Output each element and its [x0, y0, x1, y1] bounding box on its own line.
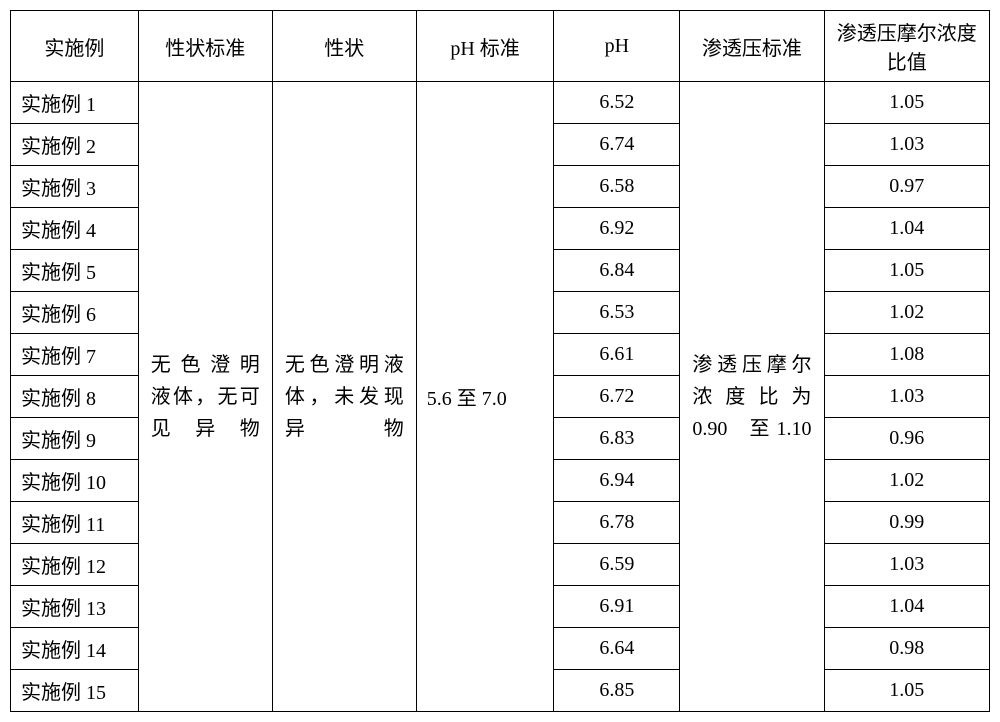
cell-name: 实施例 2 [11, 124, 139, 166]
cell-ph: 6.53 [554, 292, 680, 334]
header-appearance: 性状 [272, 11, 416, 82]
cell-ratio: 1.03 [824, 376, 990, 418]
cell-ph: 6.58 [554, 166, 680, 208]
cell-ph: 6.85 [554, 670, 680, 712]
header-example: 实施例 [11, 11, 139, 82]
table-body: 实施例 1 无色澄明 液体，无可见异物 无色澄明液体，未发现异物 5.6 至 7… [11, 82, 990, 712]
cell-ratio: 1.04 [824, 586, 990, 628]
cell-name: 实施例 7 [11, 334, 139, 376]
header-osmo-ratio: 渗透压摩尔浓度比值 [824, 11, 990, 82]
cell-ratio: 1.05 [824, 670, 990, 712]
cell-ph: 6.78 [554, 502, 680, 544]
header-ph: pH [554, 11, 680, 82]
cell-name: 实施例 4 [11, 208, 139, 250]
cell-name: 实施例 10 [11, 460, 139, 502]
cell-name: 实施例 8 [11, 376, 139, 418]
table-row: 实施例 1 无色澄明 液体，无可见异物 无色澄明液体，未发现异物 5.6 至 7… [11, 82, 990, 124]
header-osmo-std: 渗透压标准 [680, 11, 824, 82]
cell-ratio: 1.02 [824, 460, 990, 502]
cell-ratio: 1.04 [824, 208, 990, 250]
cell-ph: 6.83 [554, 418, 680, 460]
data-table: 实施例 性状标准 性状 pH 标准 pH 渗透压标准 渗透压摩尔浓度比值 实施例… [10, 10, 990, 712]
cell-name: 实施例 6 [11, 292, 139, 334]
cell-name: 实施例 13 [11, 586, 139, 628]
cell-ph: 6.61 [554, 334, 680, 376]
cell-name: 实施例 1 [11, 82, 139, 124]
cell-name: 实施例 3 [11, 166, 139, 208]
cell-ph: 6.91 [554, 586, 680, 628]
table-header-row: 实施例 性状标准 性状 pH 标准 pH 渗透压标准 渗透压摩尔浓度比值 [11, 11, 990, 82]
cell-name: 实施例 9 [11, 418, 139, 460]
cell-ratio: 0.99 [824, 502, 990, 544]
cell-ratio: 1.05 [824, 82, 990, 124]
cell-ratio: 0.97 [824, 166, 990, 208]
cell-ph-std: 5.6 至 7.0 [416, 82, 554, 712]
cell-ph: 6.59 [554, 544, 680, 586]
cell-name: 实施例 14 [11, 628, 139, 670]
header-appearance-std: 性状标准 [138, 11, 272, 82]
cell-ph: 6.74 [554, 124, 680, 166]
cell-ph: 6.72 [554, 376, 680, 418]
header-ph-std: pH 标准 [416, 11, 554, 82]
cell-ratio: 1.05 [824, 250, 990, 292]
cell-name: 实施例 11 [11, 502, 139, 544]
cell-ratio: 1.03 [824, 544, 990, 586]
cell-ratio: 0.98 [824, 628, 990, 670]
cell-ratio: 1.03 [824, 124, 990, 166]
cell-ratio: 0.96 [824, 418, 990, 460]
cell-appearance-std: 无色澄明 液体，无可见异物 [138, 82, 272, 712]
cell-ratio: 1.08 [824, 334, 990, 376]
cell-ph: 6.94 [554, 460, 680, 502]
cell-ph: 6.52 [554, 82, 680, 124]
cell-appearance: 无色澄明液体，未发现异物 [272, 82, 416, 712]
cell-ph: 6.64 [554, 628, 680, 670]
cell-ph: 6.92 [554, 208, 680, 250]
cell-osmo-std: 渗透压摩尔浓度比为 0.90 至 1.10 [680, 82, 824, 712]
cell-name: 实施例 5 [11, 250, 139, 292]
cell-name: 实施例 15 [11, 670, 139, 712]
cell-ratio: 1.02 [824, 292, 990, 334]
cell-ph: 6.84 [554, 250, 680, 292]
cell-name: 实施例 12 [11, 544, 139, 586]
